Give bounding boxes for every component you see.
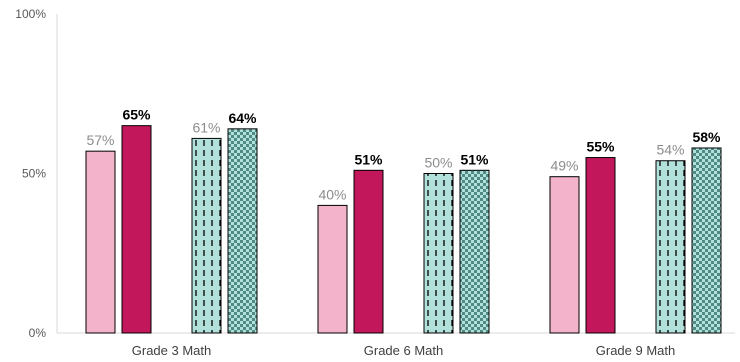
bar-2 — [353, 169, 384, 334]
data-label: 55% — [586, 139, 615, 155]
data-label: 49% — [550, 158, 578, 174]
data-label: 51% — [354, 151, 383, 167]
category-labels: Grade 3 Math Grade 6 Math Grade 9 Math — [132, 343, 676, 358]
data-label: 58% — [692, 129, 721, 145]
bar-1 — [549, 176, 580, 334]
bar-4 — [227, 128, 258, 334]
bar-4 — [691, 147, 722, 334]
y-tick-labels: 0% 50% 100% — [15, 7, 46, 340]
bar-3 — [655, 160, 686, 334]
data-label: 64% — [228, 110, 257, 126]
data-label: 57% — [86, 132, 114, 148]
data-label: 50% — [424, 155, 452, 171]
data-label: 54% — [656, 142, 684, 158]
bars — [85, 125, 722, 334]
y-tick-label: 100% — [15, 7, 46, 21]
category-label: Grade 3 Math — [132, 343, 212, 358]
data-label: 61% — [192, 119, 220, 135]
category-label: Grade 9 Math — [596, 343, 676, 358]
bar-2 — [121, 125, 152, 334]
bar-2 — [585, 157, 616, 334]
data-label: 40% — [318, 186, 346, 202]
y-tick-label: 50% — [22, 167, 46, 181]
bar-1 — [317, 204, 348, 334]
bar-1 — [85, 150, 116, 334]
bar-3 — [423, 173, 454, 334]
y-tick-label: 0% — [29, 326, 47, 340]
data-label: 65% — [122, 107, 151, 123]
category-label: Grade 6 Math — [364, 343, 444, 358]
data-label: 51% — [460, 151, 489, 167]
bar-3 — [191, 137, 222, 334]
bar-4 — [459, 169, 490, 334]
data-labels: 57% 65% 61% 64% 40% 51% 50% 51% 49% 55% 54% 58% — [86, 107, 721, 203]
